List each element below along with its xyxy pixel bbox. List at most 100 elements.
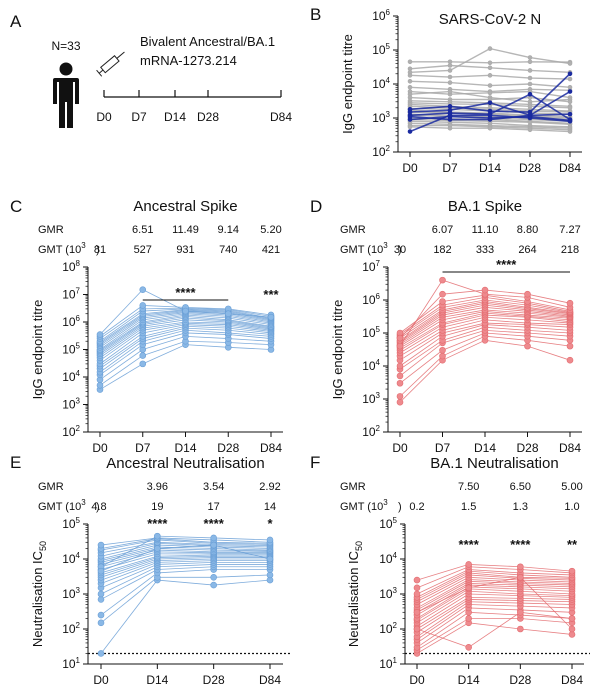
panel-b-x-tick-label: D14 — [479, 161, 501, 175]
panel-b-series-grey-point — [567, 61, 573, 66]
panel-c-x-tick-label: D28 — [217, 441, 239, 455]
panel-f-series-line — [416, 611, 573, 648]
panel-e-gmt-value: 19 — [151, 501, 163, 513]
panel-e-x-tick-label: D84 — [259, 673, 281, 685]
panel-d-series-point — [396, 398, 404, 406]
panel-f-series-line — [416, 601, 573, 638]
panel-f-series-point — [413, 584, 421, 592]
panel-c-series-point — [96, 331, 104, 338]
panel-f-series-point — [517, 625, 524, 633]
vaccine-code: mRNA-1273.214 — [140, 53, 237, 68]
panel-f-series-line — [416, 599, 573, 633]
panel-f: F BA.1 Neutralisation GMR GMT (103) 7.50 6.50… — [310, 453, 590, 685]
panel-f-series-point — [517, 563, 524, 571]
panel-c-x-tick-label: D0 — [92, 441, 108, 455]
timeline-label: D84 — [270, 110, 292, 124]
panel-b-y-tick-label: 105 — [372, 42, 390, 57]
panel-b-series-grey-point — [487, 83, 493, 88]
panel-c-sig-d84: *** — [263, 287, 279, 302]
panel-c-title: Ancestral Spike — [133, 198, 237, 215]
panel-e-series-point — [97, 611, 105, 619]
panel-f-gmr-value: 7.50 — [458, 481, 479, 493]
panel-e-y-tick-label: 104 — [62, 551, 80, 566]
panel-e-y-label: Neutralisation IC50 — [30, 541, 48, 647]
panel-b-series-blue-point — [447, 113, 453, 118]
panel-e-series-point — [97, 619, 105, 627]
panel-f-series-line — [416, 618, 573, 651]
panel-f-x-tick-label: D84 — [561, 673, 583, 685]
panel-b-series-grey-point — [487, 125, 493, 131]
panel-e-y-tick-label: 103 — [62, 586, 80, 601]
panel-f-gmt-value: 0.2 — [409, 501, 424, 513]
panel-d-series-point — [524, 342, 531, 350]
panel-b-title: SARS-CoV-2 N — [439, 11, 542, 28]
panel-d-gmt-label-close: ) — [398, 244, 402, 256]
panel-c-series-point — [267, 313, 275, 321]
panel-e-series-line — [100, 538, 271, 549]
panel-b-series-blue-point — [567, 118, 573, 124]
panel-f-series-point — [568, 631, 576, 638]
panel-f-gmt-label-close: ) — [398, 501, 402, 513]
panel-f-sig-label: **** — [510, 537, 531, 552]
panel-d-letter: D — [310, 197, 322, 216]
cohort-size: N=33 — [51, 39, 80, 53]
panel-b-series-grey-point — [487, 90, 493, 96]
syringe-icon — [96, 51, 125, 77]
panel-e-series-point — [210, 574, 217, 581]
panel-c-series-point — [96, 381, 104, 389]
panel-d-series-point — [396, 379, 404, 387]
panel-f-gmr-value: 6.50 — [510, 481, 531, 493]
panel-e-series-line — [100, 542, 271, 557]
panel-e-series-point — [210, 541, 217, 549]
panel-d-series-point — [439, 276, 446, 284]
panel-e-series-line — [100, 546, 271, 561]
panel-f-series-line — [416, 583, 573, 613]
panel-c-y-tick-label: 105 — [62, 342, 80, 357]
panel-e-gmr-value: 3.96 — [147, 481, 168, 493]
panel-d-series-point — [524, 290, 531, 298]
panel-c-y-tick-label: 106 — [62, 314, 80, 329]
person-icon-body — [53, 78, 79, 128]
timeline-label: D0 — [96, 110, 112, 124]
panel-d-x-tick-label: D28 — [516, 441, 538, 455]
panel-f-series-line — [416, 570, 573, 598]
panel-c-series-point — [182, 307, 189, 315]
panel-b-x-tick-label: D28 — [519, 161, 541, 175]
panel-e-series-line — [100, 579, 271, 654]
panel-f-gmr-value: 5.00 — [561, 481, 582, 493]
panel-letter-a: A — [10, 12, 22, 31]
panel-b-y-tick-label: 102 — [372, 144, 390, 159]
panel-e-x-tick-label: D0 — [93, 673, 109, 685]
panel-d-gmr-value: 6.07 — [432, 224, 453, 236]
panel-d-y-tick-label: 102 — [362, 424, 380, 439]
panel-b-series-grey-point — [567, 129, 573, 134]
panel-f-series-line — [416, 611, 573, 648]
panel-f-series-line — [416, 564, 573, 581]
panel-b-y-tick-label: 106 — [372, 8, 390, 23]
panel-e-series-line — [100, 557, 270, 578]
panel-f-series-line — [416, 586, 573, 619]
panel-d-y-tick-label: 105 — [362, 325, 380, 340]
panel-e-series-line — [100, 544, 271, 572]
panel-f-series-line — [416, 588, 573, 621]
panel-b-series-blue-point — [407, 114, 413, 119]
panel-b-series-grey-point — [487, 65, 493, 71]
panel-b-series-grey-point — [407, 66, 413, 72]
panel-e-series-point — [266, 555, 274, 563]
panel-f-gmt-value: 1.5 — [461, 501, 476, 513]
panel-e-series-point — [97, 596, 105, 603]
panel-b-series-grey-point — [527, 59, 533, 65]
panel-e-series-point — [266, 571, 274, 579]
panel-e-gmr-value: 3.54 — [203, 481, 224, 493]
syringe-icon-needle — [116, 51, 125, 59]
panel-f-series-point — [517, 574, 524, 581]
panel-c-gmt-value: 81 — [94, 244, 106, 256]
panel-e-series-line — [100, 551, 270, 568]
panel-b-series-grey-point — [567, 76, 573, 82]
panel-e-series-line — [100, 561, 270, 589]
panel-d-gmr-value: 11.10 — [472, 224, 499, 236]
panel-c-series-point — [139, 286, 147, 293]
panel-d: D BA.1 Spike GMR GMT (103) 6.07 11.10 8.80 7.27… — [310, 197, 582, 455]
panel-b-y-tick-label: 104 — [372, 76, 390, 91]
panel-b-series-grey-point — [407, 59, 413, 65]
